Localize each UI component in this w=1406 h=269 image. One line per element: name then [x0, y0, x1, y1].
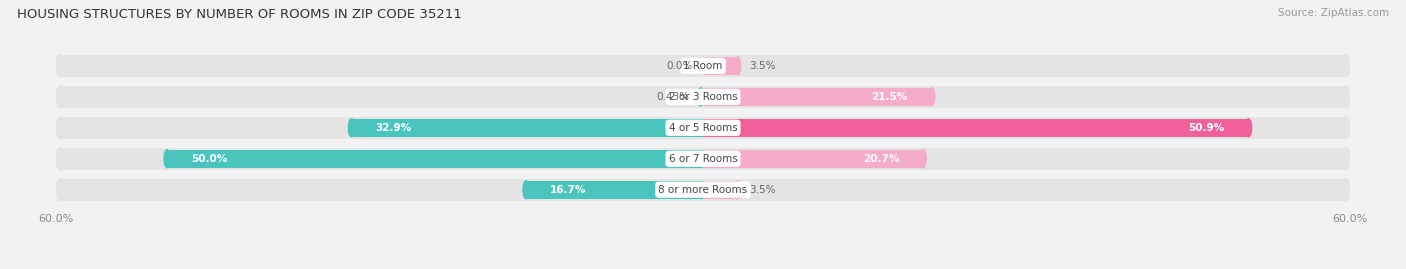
Circle shape [56, 179, 65, 201]
Circle shape [56, 86, 65, 108]
Bar [167, 150, 703, 168]
Bar [703, 150, 922, 168]
Text: 3.5%: 3.5% [749, 185, 776, 195]
Bar [60, 148, 1346, 170]
Circle shape [1341, 179, 1350, 201]
Circle shape [928, 88, 935, 106]
Text: 50.0%: 50.0% [191, 154, 228, 164]
Circle shape [165, 150, 170, 168]
Text: 0.0%: 0.0% [666, 61, 692, 71]
Text: HOUSING STRUCTURES BY NUMBER OF ROOMS IN ZIP CODE 35211: HOUSING STRUCTURES BY NUMBER OF ROOMS IN… [17, 8, 461, 21]
Text: 6 or 7 Rooms: 6 or 7 Rooms [669, 154, 737, 164]
Circle shape [1341, 55, 1350, 77]
Bar [703, 119, 1249, 137]
Text: 2 or 3 Rooms: 2 or 3 Rooms [669, 92, 737, 102]
Circle shape [1341, 117, 1350, 139]
Text: 50.9%: 50.9% [1188, 123, 1225, 133]
Circle shape [56, 117, 65, 139]
Circle shape [697, 88, 704, 106]
Text: 3.5%: 3.5% [749, 61, 776, 71]
Text: 32.9%: 32.9% [375, 123, 412, 133]
Circle shape [734, 181, 741, 199]
Text: 0.43%: 0.43% [657, 92, 690, 102]
Bar [703, 88, 932, 106]
Circle shape [523, 181, 529, 199]
Text: 20.7%: 20.7% [863, 154, 900, 164]
Bar [526, 181, 703, 199]
Text: 1 Room: 1 Room [683, 61, 723, 71]
Bar [60, 86, 1346, 108]
Circle shape [56, 55, 65, 77]
Bar [703, 181, 738, 199]
Circle shape [1341, 86, 1350, 108]
Text: 8 or more Rooms: 8 or more Rooms [658, 185, 748, 195]
Bar [60, 117, 1346, 139]
Text: 16.7%: 16.7% [550, 185, 586, 195]
Text: 4 or 5 Rooms: 4 or 5 Rooms [669, 123, 737, 133]
Circle shape [56, 148, 65, 170]
Circle shape [734, 57, 741, 75]
Circle shape [1341, 148, 1350, 170]
Bar [60, 55, 1346, 77]
Circle shape [920, 150, 927, 168]
Circle shape [349, 119, 354, 137]
Bar [703, 57, 738, 75]
Text: 21.5%: 21.5% [872, 92, 908, 102]
Text: Source: ZipAtlas.com: Source: ZipAtlas.com [1278, 8, 1389, 18]
Circle shape [1246, 119, 1251, 137]
Bar [60, 179, 1346, 201]
Bar [352, 119, 703, 137]
